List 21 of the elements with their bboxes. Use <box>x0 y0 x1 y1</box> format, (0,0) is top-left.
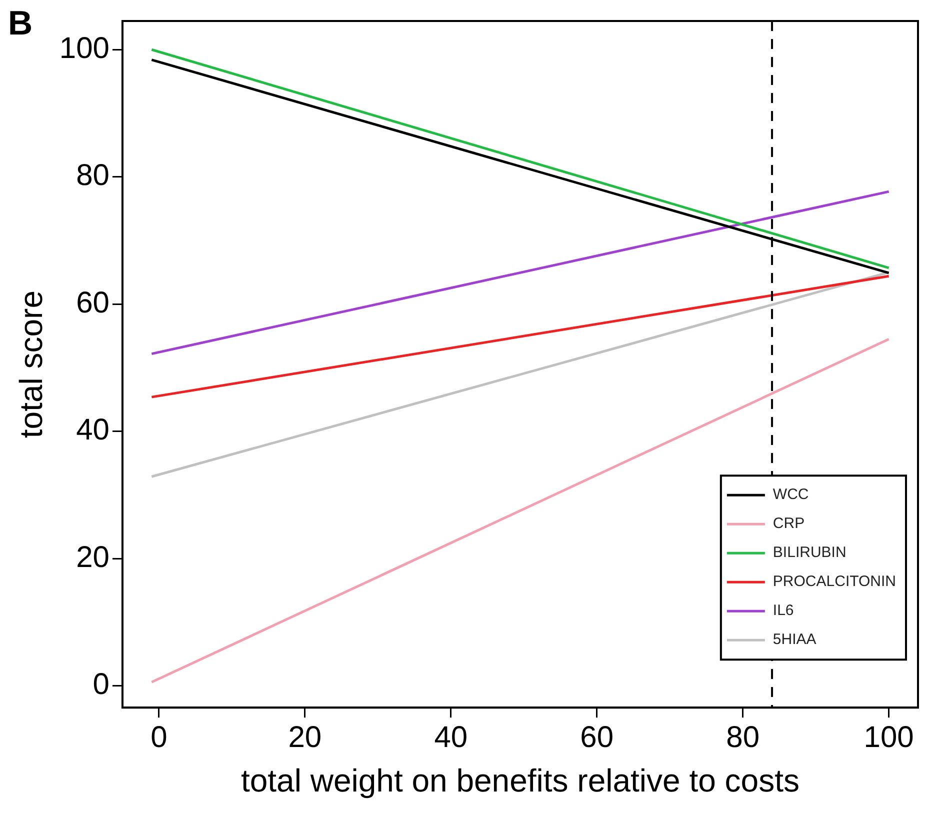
x-tick-label: 40 <box>434 720 468 754</box>
x-tick-label: 60 <box>580 720 614 754</box>
x-tick-label: 0 <box>150 720 168 754</box>
y-axis-title: total score <box>13 290 50 438</box>
y-tick-label: 20 <box>76 540 110 574</box>
chart-title: B <box>8 4 33 42</box>
y-tick-label: 60 <box>76 286 110 320</box>
y-tick-label: 0 <box>92 668 110 702</box>
x-axis-title: total weight on benefits relative to costs <box>240 762 800 799</box>
y-tick-label: 100 <box>59 32 110 65</box>
legend-label: WCC <box>772 486 809 504</box>
legend-label: 5HIAA <box>772 631 816 648</box>
x-tick-label: 100 <box>864 720 914 754</box>
y-tick-label: 80 <box>76 159 110 192</box>
x-tick-label: 80 <box>726 720 760 754</box>
legend-label: IL6 <box>772 602 794 620</box>
legend-label: BILIRUBIN <box>772 544 846 562</box>
x-tick-label: 20 <box>288 720 322 754</box>
legend-label: PROCALCITONIN <box>772 573 896 590</box>
legend-label: CRP <box>772 515 805 532</box>
y-tick-label: 40 <box>76 414 110 447</box>
